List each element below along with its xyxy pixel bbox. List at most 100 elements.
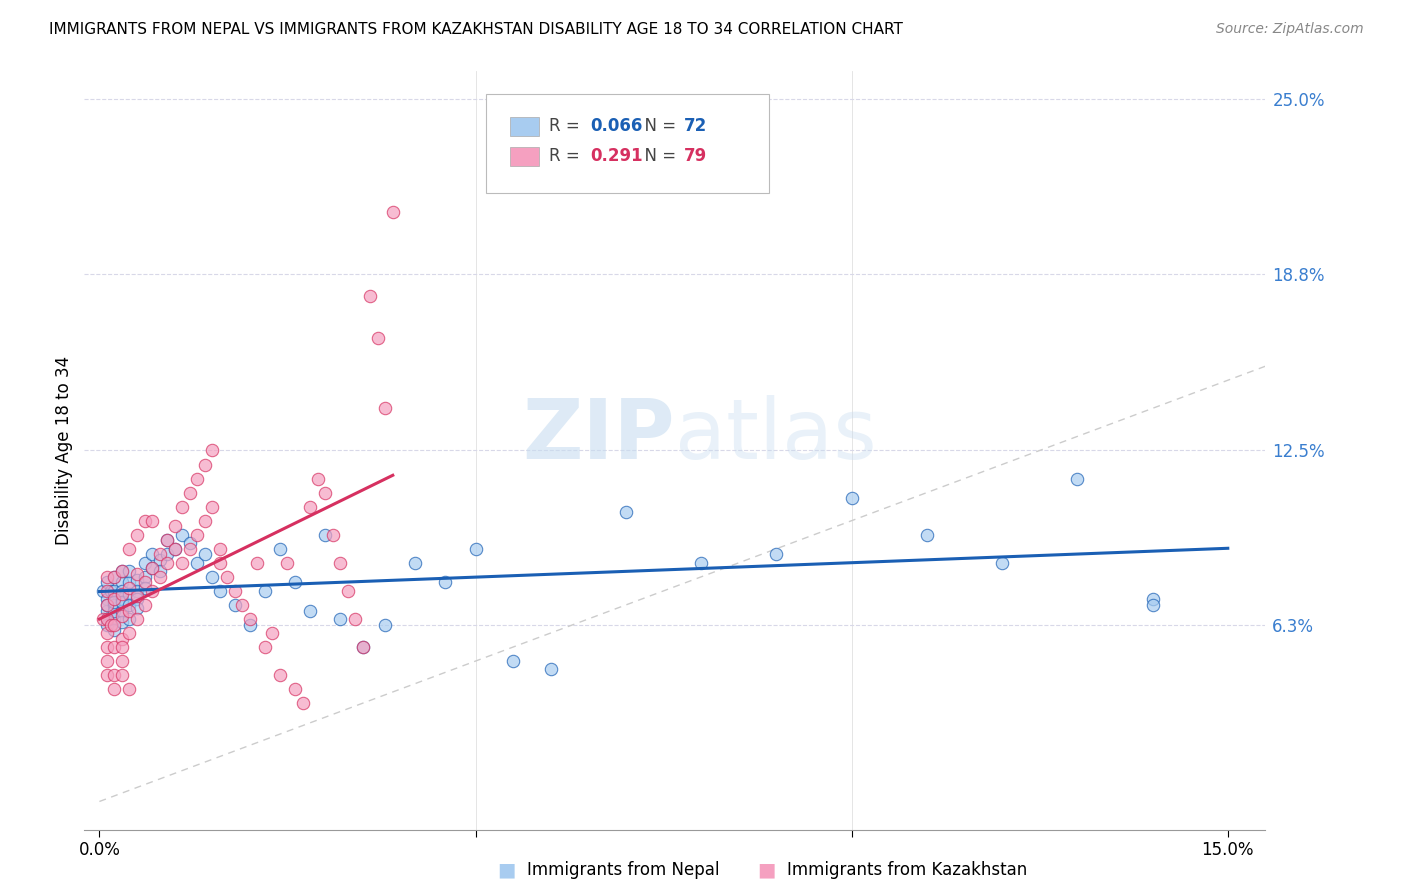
Point — [179, 485, 201, 500]
Point — [103, 592, 125, 607]
Point — [841, 491, 863, 506]
Point — [96, 592, 118, 607]
Text: ■: ■ — [756, 860, 776, 880]
Point — [231, 598, 253, 612]
Point — [111, 583, 134, 598]
Point — [96, 612, 118, 626]
Point — [381, 204, 404, 219]
Point — [111, 668, 134, 682]
Point — [125, 573, 148, 587]
Point — [96, 603, 118, 617]
Point — [614, 505, 637, 519]
Point — [118, 541, 141, 556]
Point — [262, 626, 284, 640]
Point — [179, 541, 201, 556]
FancyBboxPatch shape — [486, 95, 769, 193]
Point — [253, 583, 276, 598]
Point — [125, 590, 148, 604]
Point — [96, 570, 118, 584]
Point — [118, 682, 141, 697]
Point — [103, 603, 125, 617]
Point — [307, 471, 329, 485]
Point — [208, 583, 231, 598]
Point — [96, 583, 118, 598]
Point — [103, 598, 125, 612]
Text: Immigrants from Nepal: Immigrants from Nepal — [527, 861, 720, 879]
Point — [329, 612, 352, 626]
Text: Immigrants from Kazakhstan: Immigrants from Kazakhstan — [787, 861, 1028, 879]
Point — [284, 682, 307, 697]
Point — [149, 547, 172, 561]
Point — [149, 570, 172, 584]
FancyBboxPatch shape — [509, 147, 538, 166]
Point — [141, 561, 163, 575]
Text: atlas: atlas — [675, 395, 876, 475]
Point — [765, 547, 787, 561]
Point — [359, 289, 381, 303]
Point — [103, 583, 125, 598]
Point — [239, 617, 262, 632]
Point — [194, 547, 217, 561]
Point — [96, 640, 118, 654]
Point — [111, 595, 134, 609]
Y-axis label: Disability Age 18 to 34: Disability Age 18 to 34 — [55, 356, 73, 545]
Point — [111, 615, 134, 629]
Point — [134, 575, 156, 590]
Point — [194, 514, 217, 528]
Point — [141, 547, 163, 561]
Point — [134, 570, 156, 584]
Point — [96, 668, 118, 682]
Point — [276, 556, 298, 570]
Point — [111, 575, 134, 590]
Point — [284, 575, 307, 590]
Point — [156, 533, 179, 548]
Point — [179, 536, 201, 550]
Point — [156, 533, 179, 548]
Point — [96, 598, 118, 612]
Point — [103, 570, 125, 584]
Point — [224, 598, 246, 612]
Point — [103, 590, 125, 604]
Point — [915, 527, 938, 541]
Point — [224, 583, 246, 598]
Point — [125, 612, 148, 626]
Point — [299, 500, 322, 514]
Point — [111, 587, 134, 601]
Point — [374, 401, 396, 416]
Point — [125, 592, 148, 607]
Point — [314, 527, 336, 541]
Point — [103, 682, 125, 697]
Point — [134, 514, 156, 528]
Point — [336, 583, 359, 598]
Point — [352, 640, 374, 654]
Point — [103, 617, 125, 632]
Point — [103, 570, 125, 584]
Point — [118, 603, 141, 617]
Point — [314, 485, 336, 500]
Point — [118, 626, 141, 640]
Point — [322, 527, 344, 541]
Point — [291, 696, 314, 710]
Text: 0.066: 0.066 — [591, 117, 643, 135]
Point — [186, 556, 208, 570]
Point — [103, 640, 125, 654]
Point — [367, 331, 389, 345]
Text: N =: N = — [634, 147, 681, 165]
Point — [201, 443, 224, 458]
Text: IMMIGRANTS FROM NEPAL VS IMMIGRANTS FROM KAZAKHSTAN DISABILITY AGE 18 TO 34 CORR: IMMIGRANTS FROM NEPAL VS IMMIGRANTS FROM… — [49, 22, 903, 37]
Point — [100, 617, 122, 632]
Point — [253, 640, 276, 654]
Point — [149, 553, 172, 567]
Point — [434, 575, 457, 590]
Point — [269, 541, 291, 556]
Point — [111, 640, 134, 654]
Point — [118, 587, 141, 601]
Point — [111, 603, 134, 617]
Point — [374, 617, 396, 632]
Point — [118, 581, 141, 595]
Point — [1142, 598, 1164, 612]
Point — [96, 612, 118, 626]
Text: 0.291: 0.291 — [591, 147, 643, 165]
Point — [111, 592, 134, 607]
Point — [118, 598, 141, 612]
